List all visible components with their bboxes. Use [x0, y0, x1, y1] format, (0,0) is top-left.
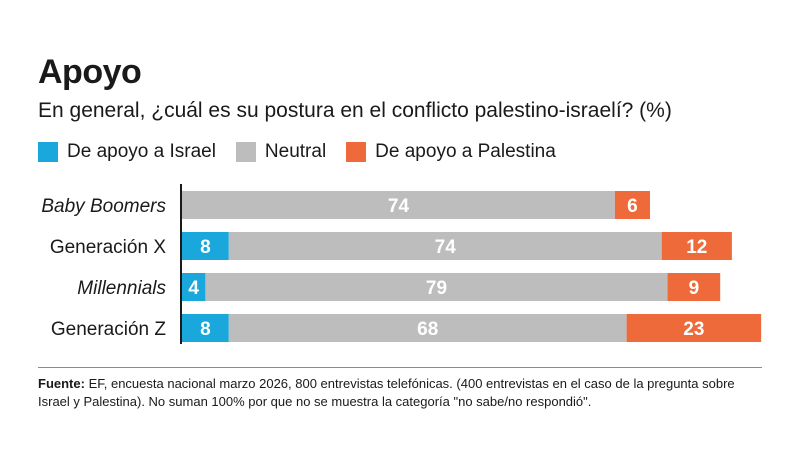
legend-item-palestina: De apoyo a Palestina — [346, 140, 556, 164]
data-label: 9 — [689, 278, 700, 299]
bar-segment-israel-generaci-n-x — [182, 232, 229, 260]
legend-swatch-neutral — [235, 142, 256, 162]
legend-swatch-israel — [38, 142, 58, 162]
legend-item-neutral: Neutral — [235, 140, 327, 164]
source-label: Fuente: — [38, 376, 85, 391]
source-text: EF, encuesta nacional marzo 2026, 800 en… — [38, 376, 735, 409]
bar-segment-neutral-baby-boomers — [182, 191, 615, 219]
bar-segment-neutral-generaci-n-z — [228, 314, 627, 342]
category-label: Generación X — [50, 237, 167, 258]
bar-segment-israel-millennials — [182, 273, 206, 301]
data-label: 23 — [683, 319, 704, 340]
legend-swatch-palestina — [346, 142, 367, 162]
legend-label-neutral: Neutral — [264, 141, 327, 162]
category-label: Baby Boomers — [41, 196, 166, 217]
legend-label-palestina: De apoyo a Palestina — [375, 141, 556, 162]
bar-segment-israel-generaci-n-z — [182, 314, 229, 342]
data-label: 8 — [200, 237, 211, 258]
data-label: 74 — [388, 196, 410, 217]
bar-segment-palestina-millennials — [667, 273, 721, 301]
bar-segment-neutral-generaci-n-x — [228, 232, 662, 260]
data-label: 79 — [426, 278, 447, 299]
bar-segment-palestina-baby-boomers — [614, 191, 650, 219]
stacked-bar-chart: Baby Boomers 74 6 Generación X 8 74 12 Millenni… — [41, 184, 762, 344]
legend-label-israel: De apoyo a Israel — [67, 141, 216, 162]
source-note: Fuente: EF, encuesta nacional marzo 2026… — [38, 375, 762, 411]
bar-segment-palestina-generaci-n-z — [626, 314, 762, 342]
bar-segment-neutral-millennials — [205, 273, 668, 301]
category-label: Millennials — [77, 278, 166, 299]
chart-subtitle: En general, ¿cuál es su postura en el co… — [38, 99, 672, 122]
footer-divider — [38, 367, 762, 368]
data-label: 8 — [200, 319, 211, 340]
category-label: Generación Z — [51, 319, 167, 340]
data-label: 68 — [417, 319, 438, 340]
data-label: 6 — [627, 196, 638, 217]
data-label: 12 — [686, 237, 707, 258]
chart-area: Baby Boomers 74 6 Generación X 8 74 12 Millenni… — [0, 182, 800, 347]
bar-segment-palestina-generaci-n-x — [661, 232, 732, 260]
data-label: 74 — [435, 237, 457, 258]
chart-title: Apoyo — [38, 53, 142, 91]
data-label: 4 — [188, 278, 199, 299]
legend: De apoyo a Israel Neutral De apoyo a Pal… — [38, 140, 576, 164]
legend-item-israel: De apoyo a Israel — [38, 140, 216, 164]
